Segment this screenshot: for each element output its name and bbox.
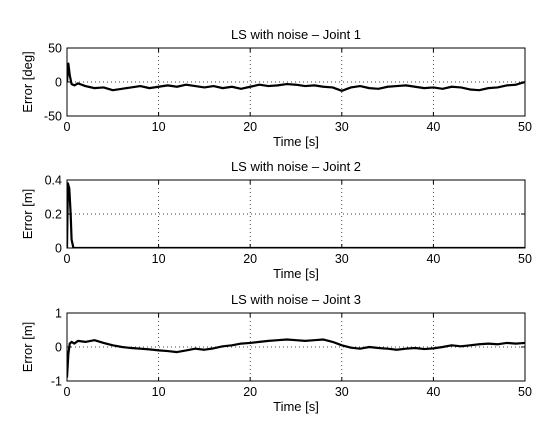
y-tick-label: 0.2 xyxy=(45,208,62,222)
x-tick-label: 0 xyxy=(64,252,71,266)
chart-title: LS with noise – Joint 1 xyxy=(231,27,361,42)
x-tick-label: 40 xyxy=(426,252,440,266)
y-tick-label: 0 xyxy=(55,76,62,90)
chart-title: LS with noise – Joint 2 xyxy=(231,159,361,174)
series-line-joint-3 xyxy=(67,338,525,378)
x-tick-label: 30 xyxy=(335,252,349,266)
y-axis-label: Error [deg] xyxy=(20,51,35,112)
y-tick-label: 50 xyxy=(48,42,62,56)
y-tick-label: 1 xyxy=(55,307,62,321)
y-axis-label: Error [m] xyxy=(20,322,35,373)
x-axis-label: Time [s] xyxy=(273,134,319,149)
x-axis-label: Time [s] xyxy=(273,266,319,281)
x-tick-label: 0 xyxy=(64,120,71,134)
x-tick-label: 10 xyxy=(152,252,166,266)
y-tick-label: -50 xyxy=(44,110,62,124)
x-tick-label: 50 xyxy=(518,385,532,399)
x-tick-label: 50 xyxy=(518,120,532,134)
y-tick-label: 0.4 xyxy=(45,174,62,188)
x-tick-label: 20 xyxy=(243,252,257,266)
x-tick-label: 30 xyxy=(335,385,349,399)
x-tick-label: 40 xyxy=(426,385,440,399)
x-tick-label: 40 xyxy=(426,120,440,134)
x-tick-label: 30 xyxy=(335,120,349,134)
series-line-joint-1 xyxy=(67,62,525,92)
x-tick-label: 0 xyxy=(64,385,71,399)
x-tick-label: 10 xyxy=(152,385,166,399)
chart-title: LS with noise – Joint 3 xyxy=(231,292,361,307)
x-tick-label: 20 xyxy=(243,120,257,134)
x-tick-label: 50 xyxy=(518,252,532,266)
x-axis-label: Time [s] xyxy=(273,399,319,414)
series-line-joint-2 xyxy=(67,182,525,248)
x-tick-label: 10 xyxy=(152,120,166,134)
y-tick-label: -1 xyxy=(51,375,62,389)
y-tick-label: 0 xyxy=(55,242,62,256)
chart-panel-joint-2: 0 10 20 30 40 50 0 0.2 0.4 LS with noise – Joint … xyxy=(20,159,532,281)
y-axis-label: Error [m] xyxy=(20,189,35,240)
x-tick-label: 20 xyxy=(243,385,257,399)
y-tick-label: 0 xyxy=(55,341,62,355)
